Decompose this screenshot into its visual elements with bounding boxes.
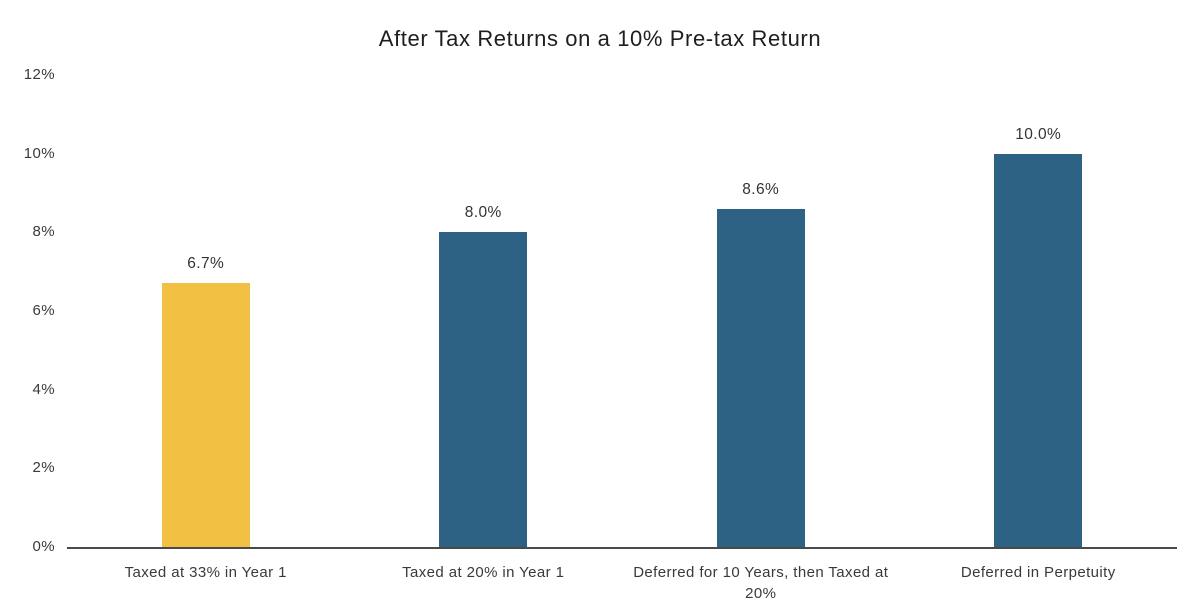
bar-value-label: 10.0%: [1015, 125, 1062, 143]
category-label: Deferred in Perpetuity: [960, 564, 1116, 581]
chart-title: After Tax Returns on a 10% Pre-tax Retur…: [378, 26, 822, 51]
category-label: Taxed at 33% in Year 1: [124, 564, 287, 581]
bar: [439, 232, 528, 547]
y-tick-label: 2%: [32, 459, 55, 477]
y-tick-label: 12%: [23, 66, 55, 83]
category-label: Taxed at 20% in Year 1: [402, 564, 565, 581]
bar-value-label: 8.0%: [464, 204, 502, 222]
bar-value-label: 8.6%: [742, 180, 780, 198]
y-tick-label: 4%: [32, 380, 55, 398]
y-tick-label: 10%: [23, 144, 55, 162]
bar: [161, 283, 250, 547]
y-tick-label: 0%: [32, 538, 55, 555]
y-tick-label: 6%: [32, 302, 55, 319]
bar-value-label: 6.7%: [187, 255, 225, 273]
category-label: Deferred for 10 Years, then Taxed at 20%: [633, 564, 889, 602]
bar: [994, 153, 1083, 547]
y-tick-label: 8%: [32, 223, 55, 241]
bar: [716, 208, 805, 547]
plot-area: 0% 2% 4% 6% 8% 10% 12% 6.7% Taxed at 33% in Year…: [24, 66, 1177, 602]
